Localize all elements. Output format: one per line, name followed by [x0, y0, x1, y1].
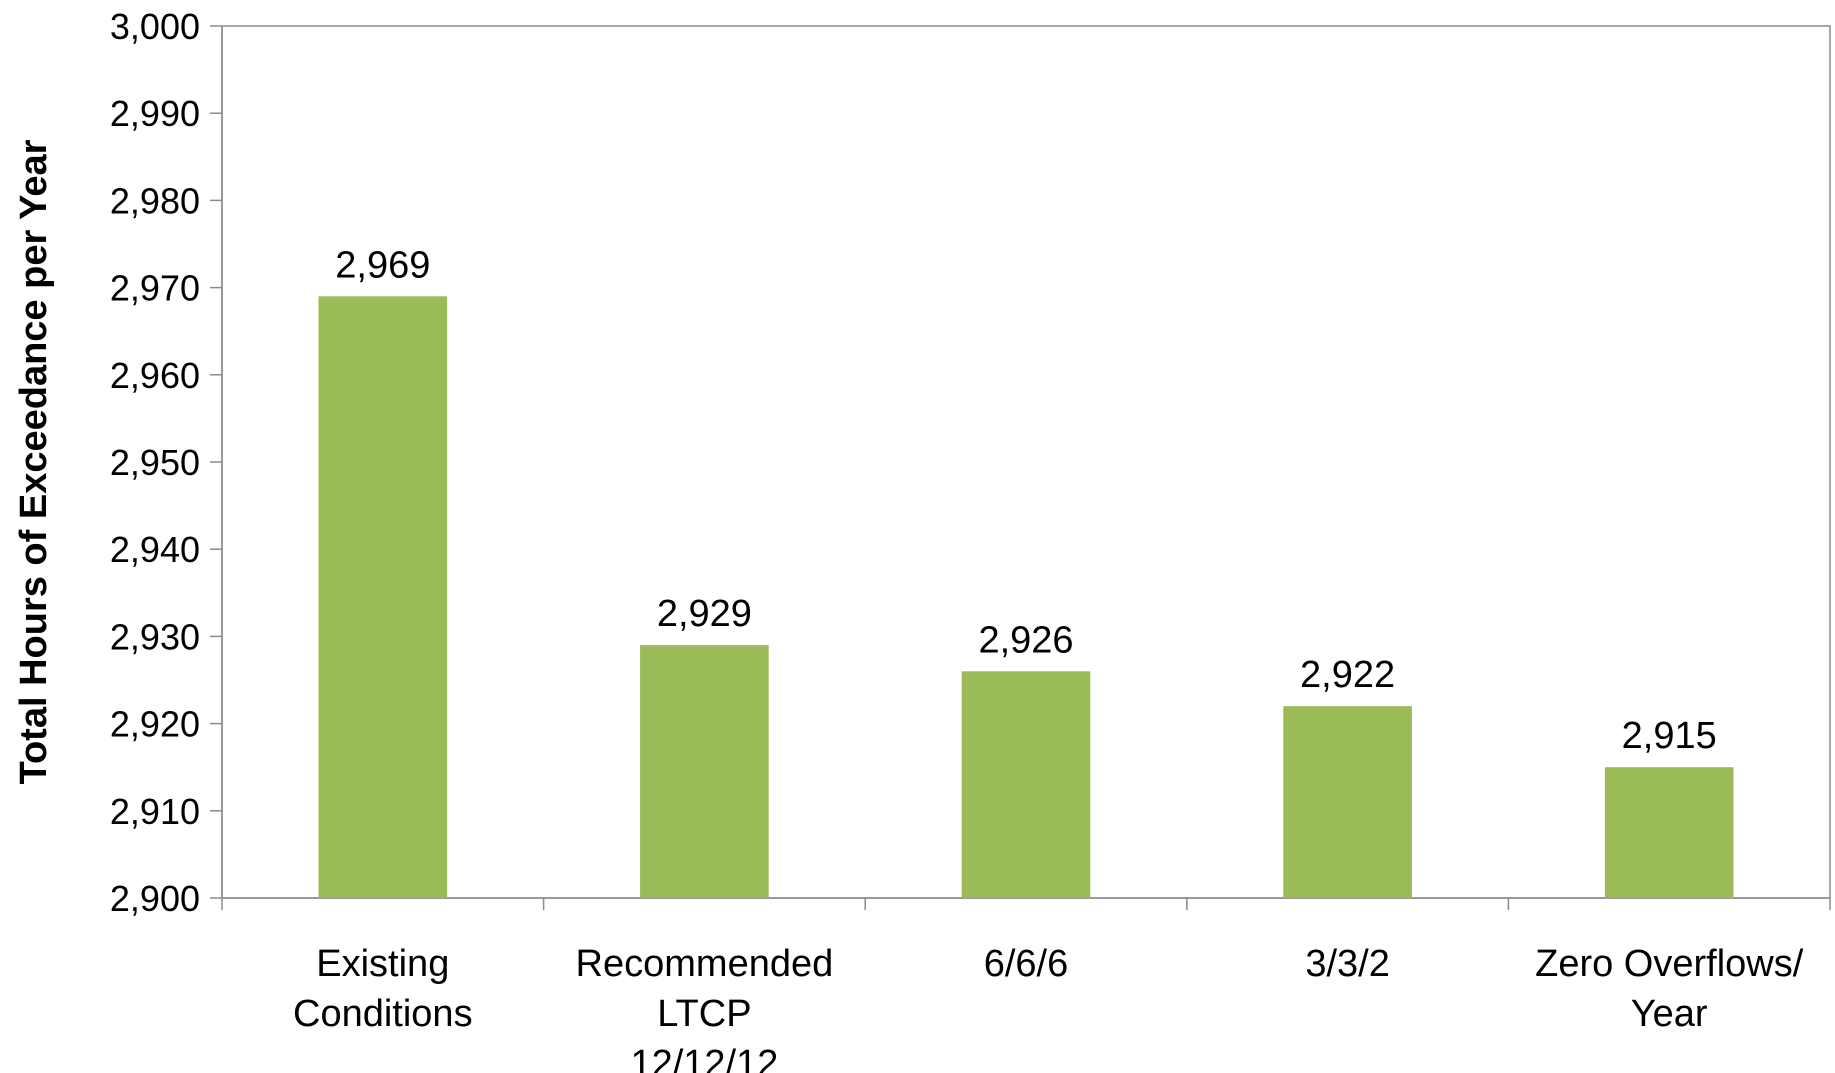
bar	[961, 671, 1091, 898]
bar	[1604, 767, 1734, 898]
x-category-label-line: Zero Overflows/	[1535, 943, 1804, 985]
y-tick-label: 2,900	[110, 878, 200, 919]
data-label: 2,969	[335, 244, 430, 286]
x-category-label: 6/6/6	[984, 943, 1069, 985]
x-category-label-line: Existing	[316, 943, 449, 985]
bar	[1283, 706, 1412, 898]
data-label: 2,929	[657, 593, 752, 635]
y-tick-label: 2,960	[110, 355, 200, 396]
plot-area: 2,900 2,910 2,920 2,930 2,940 2,950 2,960 2,970…	[110, 6, 1831, 1073]
x-category-label-line: LTCP	[657, 993, 751, 1035]
bar	[318, 296, 448, 898]
y-tick-label: 2,990	[110, 93, 200, 134]
x-category-label-line: 6/6/6	[984, 943, 1069, 985]
y-tick-label: 2,910	[110, 791, 200, 832]
y-tick-label: 3,000	[110, 6, 200, 47]
data-label: 2,926	[978, 619, 1073, 661]
x-category-label-line: Conditions	[293, 993, 473, 1035]
x-category-label-line: 12/12/12	[630, 1043, 778, 1073]
y-tick-label: 2,950	[110, 442, 200, 483]
y-tick-label: 2,920	[110, 704, 200, 745]
x-category-label: Zero Overflows/Year	[1535, 943, 1804, 1035]
y-tick-label: 2,980	[110, 180, 200, 221]
y-tick-label: 2,940	[110, 529, 200, 570]
y-axis-title-group: Total Hours of Exceedance per Year	[13, 139, 55, 784]
x-category-label: Recommended LTCP 12/12/12	[576, 943, 834, 1073]
x-category-label-line: Recommended	[576, 943, 834, 985]
y-tick-label: 2,970	[110, 268, 200, 309]
x-category-label-line: 3/3/2	[1305, 943, 1390, 985]
y-tick-label: 2,930	[110, 616, 200, 657]
data-label: 2,922	[1300, 654, 1395, 696]
x-category-label: 3/3/2	[1305, 943, 1390, 985]
x-category-label-line: Year	[1631, 993, 1708, 1035]
bar	[640, 645, 769, 898]
x-category-label: Existing Conditions	[293, 943, 473, 1035]
data-label: 2,915	[1622, 715, 1717, 757]
y-axis-title: Total Hours of Exceedance per Year	[13, 139, 55, 784]
